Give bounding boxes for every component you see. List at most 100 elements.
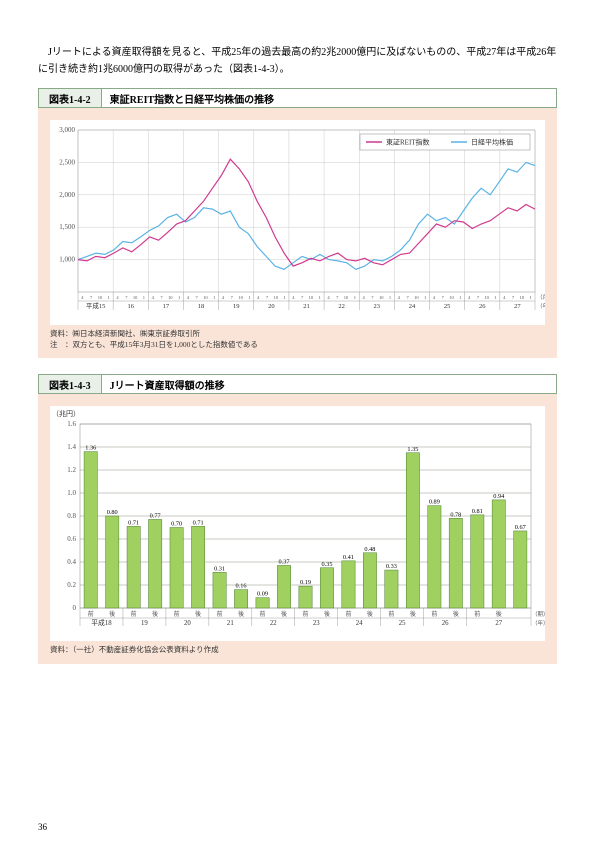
svg-text:1: 1	[248, 295, 250, 300]
svg-text:7: 7	[231, 295, 234, 300]
svg-text:4: 4	[363, 295, 366, 300]
svg-text:0.2: 0.2	[67, 581, 76, 589]
svg-text:0.89: 0.89	[429, 499, 440, 506]
svg-text:23: 23	[374, 303, 381, 310]
svg-text:1: 1	[213, 295, 215, 300]
svg-text:0.81: 0.81	[472, 508, 483, 515]
fig1-title: 東証REIT指数と日経平均株価の推移	[102, 91, 274, 106]
fig2-title: Jリート資産取得額の推移	[102, 377, 225, 392]
svg-text:7: 7	[160, 295, 163, 300]
svg-text:前: 前	[174, 610, 180, 618]
svg-text:7: 7	[125, 295, 128, 300]
svg-text:（年）: （年）	[532, 619, 545, 627]
svg-text:0.71: 0.71	[128, 519, 139, 526]
svg-text:0.6: 0.6	[67, 535, 76, 543]
svg-text:10: 10	[520, 295, 525, 300]
svg-text:0.8: 0.8	[67, 512, 76, 520]
svg-text:後: 後	[195, 610, 201, 618]
fig1-number: 図表1-4-2	[39, 89, 102, 107]
svg-text:25: 25	[399, 620, 406, 627]
svg-text:1: 1	[143, 295, 145, 300]
svg-text:1: 1	[354, 295, 356, 300]
fig1-chart: 1,0001,5002,0002,5003,00047101平成15471011…	[50, 120, 545, 325]
svg-text:10: 10	[168, 295, 173, 300]
svg-text:18: 18	[198, 303, 205, 310]
svg-text:2,500: 2,500	[59, 158, 75, 166]
svg-text:7: 7	[301, 295, 304, 300]
svg-text:前: 前	[88, 610, 94, 618]
fig2-note-label: 資料：	[50, 645, 73, 654]
svg-text:0.4: 0.4	[67, 558, 76, 566]
svg-text:後: 後	[281, 610, 287, 618]
svg-text:1.36: 1.36	[85, 445, 96, 452]
svg-text:0.78: 0.78	[450, 511, 461, 518]
svg-text:0.16: 0.16	[236, 583, 247, 590]
svg-text:7: 7	[336, 295, 339, 300]
svg-text:10: 10	[133, 295, 138, 300]
svg-text:0.71: 0.71	[193, 519, 204, 526]
intro-text: Jリートによる資産取得額を見ると、平成25年の過去最高の約2兆2000億円に及ば…	[38, 44, 557, 78]
svg-text:4: 4	[152, 295, 155, 300]
svg-text:7: 7	[512, 295, 515, 300]
svg-text:7: 7	[371, 295, 374, 300]
svg-text:25: 25	[444, 303, 451, 310]
svg-text:4: 4	[187, 295, 190, 300]
svg-text:20: 20	[184, 620, 191, 627]
svg-text:後: 後	[496, 610, 502, 618]
svg-text:4: 4	[433, 295, 436, 300]
svg-text:0.77: 0.77	[150, 512, 161, 519]
svg-text:19: 19	[141, 620, 148, 627]
svg-text:後: 後	[410, 610, 416, 618]
svg-text:23: 23	[313, 620, 320, 627]
svg-text:24: 24	[356, 620, 363, 627]
svg-text:19: 19	[233, 303, 240, 310]
svg-text:26: 26	[479, 303, 486, 310]
svg-text:後: 後	[324, 610, 330, 618]
svg-text:1: 1	[178, 295, 180, 300]
svg-text:1.0: 1.0	[67, 489, 76, 497]
fig2-note: 資料：（一社）不動産証券化協会公表資料より作成	[50, 645, 545, 656]
svg-text:1.35: 1.35	[407, 446, 418, 453]
svg-text:7: 7	[266, 295, 269, 300]
svg-text:後: 後	[238, 610, 244, 618]
svg-text:1.2: 1.2	[67, 466, 76, 474]
svg-text:26: 26	[442, 620, 449, 627]
svg-text:17: 17	[163, 303, 170, 310]
svg-text:7: 7	[442, 295, 445, 300]
svg-text:1.4: 1.4	[67, 443, 76, 451]
fig2-body: （兆円）00.20.40.60.81.01.21.41.61.360.800.7…	[38, 394, 557, 664]
svg-text:2,000: 2,000	[59, 191, 75, 199]
svg-text:27: 27	[514, 303, 521, 310]
svg-text:4: 4	[257, 295, 260, 300]
svg-text:1: 1	[529, 295, 531, 300]
svg-text:4: 4	[327, 295, 330, 300]
figure-1-4-2: 図表1-4-2 東証REIT指数と日経平均株価の推移 1,0001,5002,0…	[38, 88, 557, 358]
svg-text:4: 4	[292, 295, 295, 300]
svg-text:27: 27	[495, 620, 502, 627]
figure-1-4-3: 図表1-4-3 Jリート資産取得額の推移 （兆円）00.20.40.60.81.…	[38, 374, 557, 664]
svg-text:10: 10	[449, 295, 454, 300]
svg-text:1: 1	[424, 295, 426, 300]
svg-text:後: 後	[453, 610, 459, 618]
svg-text:0.48: 0.48	[364, 546, 375, 553]
svg-text:10: 10	[309, 295, 314, 300]
svg-text:（月）: （月）	[537, 294, 545, 301]
svg-text:4: 4	[468, 295, 471, 300]
fig1-note2-label: 注 ：	[50, 340, 73, 349]
fig1-body: 1,0001,5002,0002,5003,00047101平成15471011…	[38, 108, 557, 358]
fig2-number: 図表1-4-3	[39, 375, 102, 393]
svg-text:平成18: 平成18	[91, 618, 112, 627]
svg-text:10: 10	[203, 295, 208, 300]
svg-text:7: 7	[477, 295, 480, 300]
svg-text:（年）: （年）	[537, 302, 545, 310]
svg-text:東証REIT指数: 東証REIT指数	[386, 138, 430, 147]
svg-text:4: 4	[503, 295, 506, 300]
svg-text:前: 前	[260, 610, 266, 618]
svg-text:1: 1	[459, 295, 461, 300]
svg-text:前: 前	[431, 610, 437, 618]
svg-text:1,500: 1,500	[59, 223, 75, 231]
svg-text:平成15: 平成15	[86, 301, 106, 310]
svg-text:1: 1	[319, 295, 321, 300]
svg-text:10: 10	[379, 295, 384, 300]
svg-text:10: 10	[98, 295, 103, 300]
